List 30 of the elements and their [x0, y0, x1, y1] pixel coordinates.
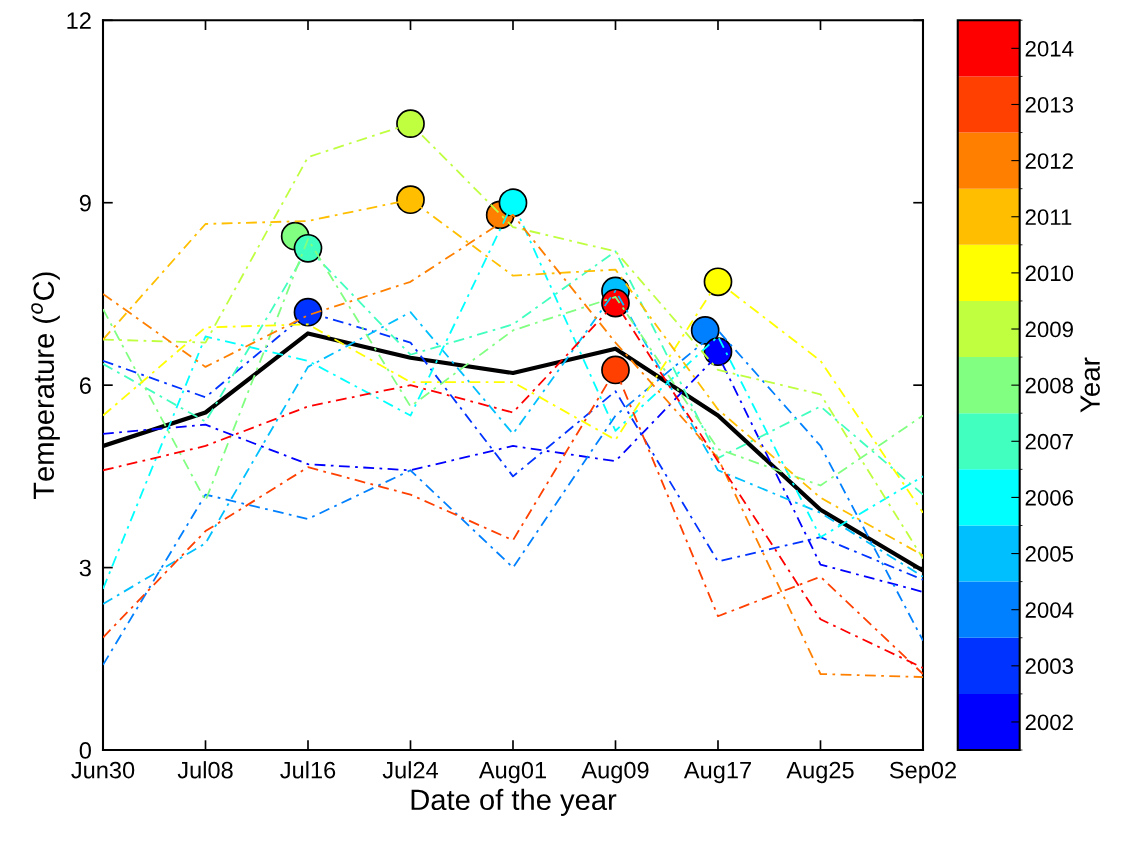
- x-tick-label: Jul24: [382, 761, 439, 779]
- color-bar-label: 2008: [1025, 377, 1074, 394]
- color-bar-label: 2005: [1025, 546, 1074, 562]
- color-bar-label: 2009: [1025, 321, 1073, 338]
- color-bar-label: 2014: [1025, 40, 1074, 57]
- color-bar-label: 2002: [1025, 714, 1073, 731]
- x-tick-label: Aug01: [478, 761, 546, 784]
- y-tick-label: 0: [79, 742, 91, 759]
- color-bar-label: 2011: [1025, 209, 1072, 226]
- x-axis-title: Date of the year: [411, 788, 617, 816]
- color-bar-title: Year: [1080, 357, 1100, 413]
- y-axis-title: Temperature ($^{o}$C): [31, 272, 60, 500]
- x-tick-label: Jul08: [177, 761, 233, 779]
- x-tick-label: Aug17: [683, 762, 751, 784]
- color-bar-label: 2004: [1025, 602, 1074, 618]
- y-tick-label: 3: [79, 559, 91, 577]
- color-bar-label: 2006: [1025, 489, 1073, 506]
- x-tick-label: Aug25: [786, 761, 854, 784]
- color-bar-label: 2003: [1025, 658, 1073, 675]
- y-tick-label: 6: [79, 377, 91, 394]
- y-tick-label: 12: [67, 12, 91, 29]
- color-bar-label: 2010: [1025, 265, 1074, 282]
- y-tick-label: 9: [79, 194, 91, 212]
- x-tick-label: Jun30: [71, 761, 135, 779]
- x-tick-label: Aug09: [581, 761, 649, 784]
- x-tick-label: Sep02: [889, 761, 956, 784]
- x-tick-label: Jul16: [280, 761, 336, 779]
- color-bar-label: 2007: [1025, 433, 1073, 450]
- color-bar-label: 2013: [1025, 97, 1073, 113]
- color-bar-label: 2012: [1025, 153, 1073, 169]
